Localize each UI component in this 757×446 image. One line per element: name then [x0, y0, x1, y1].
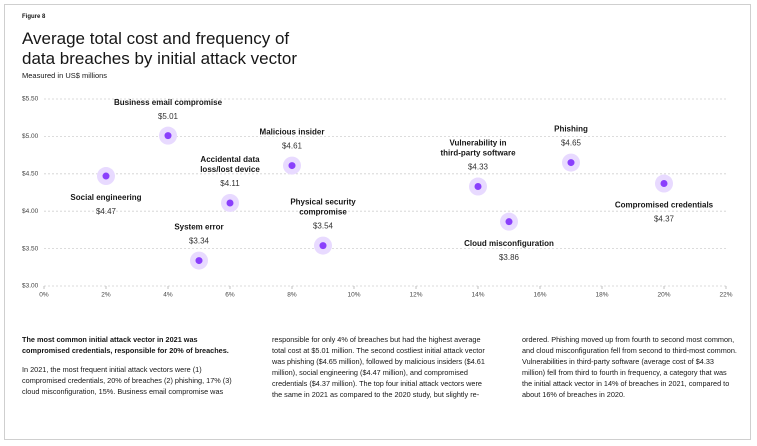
value-label: $4.61	[282, 142, 303, 151]
point-label: Physical security	[290, 198, 356, 207]
x-tick-label: 10%	[347, 292, 360, 299]
y-tick-label: $3.00	[22, 283, 39, 290]
point	[474, 183, 482, 191]
x-tick-label: 2%	[101, 292, 111, 299]
frame	[4, 4, 751, 440]
x-tick-label: 14%	[471, 292, 484, 299]
point-label: Cloud misconfiguration	[464, 239, 554, 248]
point-label: Malicious insider	[260, 128, 325, 137]
point-label: Phishing	[554, 125, 588, 134]
x-tick-label: 20%	[657, 292, 670, 299]
x-tick-label: 4%	[163, 292, 173, 299]
value-label: $3.34	[189, 237, 210, 246]
x-tick-label: 22%	[719, 292, 732, 299]
value-label: $4.11	[220, 179, 240, 188]
x-tick-label: 18%	[595, 292, 608, 299]
point-label: compromise	[299, 208, 347, 217]
value-label: $4.65	[561, 139, 582, 148]
point	[319, 242, 327, 250]
y-tick-label: $5.50	[22, 96, 39, 103]
point	[195, 257, 203, 265]
paragraph: In 2021, the most frequent initial attac…	[22, 335, 737, 399]
value-label: $3.54	[313, 222, 334, 231]
point-label: Compromised credentials	[615, 201, 714, 210]
x-tick-label: 6%	[225, 292, 235, 299]
point-label: Vulnerability in	[449, 139, 506, 148]
chart-subtitle: Measured in US$ millions	[22, 71, 108, 80]
x-tick-label: 16%	[533, 292, 546, 299]
point-label: loss/lost device	[200, 165, 260, 174]
x-tick-label: 8%	[287, 292, 297, 299]
value-label: $5.01	[158, 112, 179, 121]
y-tick-label: $5.00	[22, 133, 39, 140]
point	[660, 180, 668, 188]
point	[567, 159, 575, 167]
value-label: $3.86	[499, 253, 520, 262]
point	[505, 218, 513, 226]
y-tick-label: $4.00	[22, 208, 39, 215]
lead-paragraph: The most common initial attack vector in…	[22, 335, 229, 355]
x-tick-label: 12%	[409, 292, 422, 299]
body-text: The most common initial attack vector in…	[22, 334, 738, 434]
point-label: Accidental data	[200, 155, 260, 164]
y-tick-label: $4.50	[22, 171, 39, 178]
point	[226, 199, 234, 207]
chart-title: Average total cost and frequency of data…	[22, 29, 297, 68]
y-tick-label: $3.50	[22, 245, 39, 252]
point	[164, 132, 172, 140]
point	[288, 162, 296, 170]
value-label: $4.47	[96, 207, 117, 216]
value-label: $4.37	[654, 215, 675, 224]
point-label: Business email compromise	[114, 98, 223, 107]
point-label: Social engineering	[70, 193, 141, 202]
point	[102, 172, 110, 180]
value-label: $4.33	[468, 163, 489, 172]
point-label: third-party software	[440, 149, 516, 158]
x-tick-label: 0%	[39, 292, 49, 299]
point-label: System error	[174, 223, 223, 232]
figure-label: Figure 8	[22, 14, 46, 20]
